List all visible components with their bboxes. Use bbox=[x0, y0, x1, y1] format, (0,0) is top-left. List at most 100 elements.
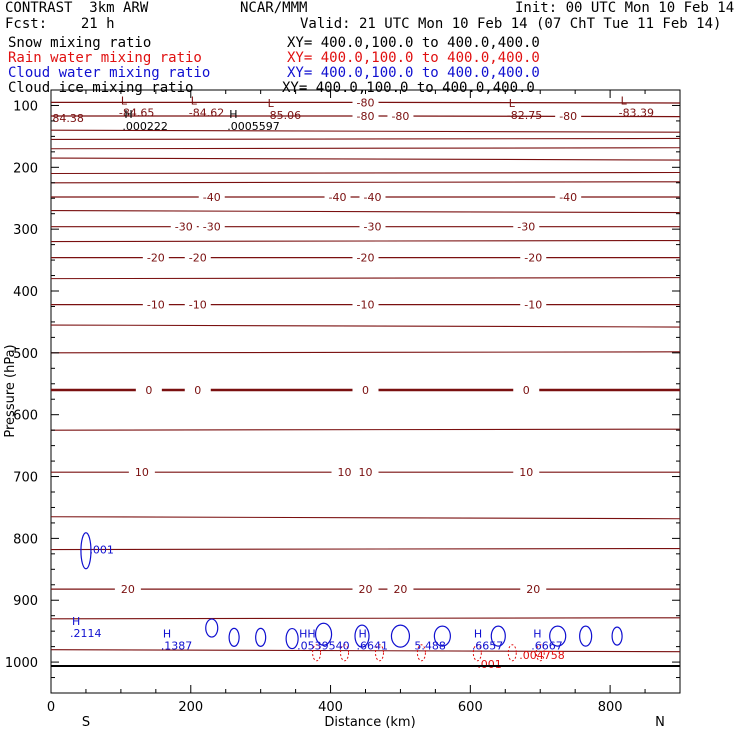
contour-label-bg bbox=[555, 108, 582, 122]
extremum-marker: H bbox=[163, 628, 171, 641]
contour-label: 0 bbox=[523, 384, 530, 397]
contour-line bbox=[50, 277, 681, 280]
field-rain-xy: XY= 400.0,100.0 to 400.0,400.0 bbox=[287, 50, 540, 66]
contour-label: -80 bbox=[559, 110, 577, 123]
contour-label-bg bbox=[184, 382, 211, 396]
x-tick-label: 400 bbox=[318, 700, 343, 715]
contour-label-bg bbox=[324, 189, 351, 203]
cloud-water-contour bbox=[205, 618, 219, 638]
contour-label: -10 bbox=[189, 299, 207, 312]
contour-label-bg bbox=[352, 95, 379, 109]
contour-line bbox=[50, 181, 681, 184]
contour-label-bg bbox=[513, 382, 540, 396]
extremum-value: .1387 bbox=[161, 640, 193, 653]
cloud-water-contour bbox=[579, 625, 593, 647]
contour-label-bg bbox=[555, 189, 582, 203]
y-tick-label: 400 bbox=[13, 285, 38, 300]
contour-label: 10 bbox=[338, 466, 352, 479]
y-tick-label: 600 bbox=[13, 409, 38, 424]
contour-label: 20 bbox=[526, 583, 540, 596]
x-tick-label: 0 bbox=[47, 700, 55, 715]
contour-label: -30 bbox=[203, 221, 221, 234]
extremum-value: -83.39 bbox=[619, 106, 654, 119]
contour-line bbox=[50, 171, 681, 175]
contour-label: 20 bbox=[121, 583, 135, 596]
contour-label-bg bbox=[359, 189, 386, 203]
contour-label-bg bbox=[359, 219, 386, 233]
contour-label-bg bbox=[114, 582, 141, 596]
extremum-value: .6641 bbox=[357, 640, 389, 653]
y-tick-label: 800 bbox=[13, 532, 38, 547]
contour-label-bg bbox=[520, 297, 547, 311]
extremum-value: .0539540 bbox=[297, 640, 350, 653]
contour-label-bg bbox=[128, 465, 155, 479]
contour-label: -20 bbox=[147, 252, 165, 265]
extremum-marker: HH bbox=[299, 628, 316, 641]
field-cloudice-name: Cloud ice mixing ratio bbox=[8, 80, 194, 96]
field-snow-name: Snow mixing ratio bbox=[8, 35, 152, 51]
contour-line bbox=[50, 147, 681, 150]
y-tick-label: 1000 bbox=[5, 656, 38, 671]
cloud-water-contour bbox=[314, 622, 333, 646]
contour-label: 10 bbox=[135, 466, 149, 479]
contour-label: -20 bbox=[357, 252, 375, 265]
contour-label: 0 bbox=[362, 384, 369, 397]
y-tick-label: 100 bbox=[13, 99, 38, 114]
contour-label: -20 bbox=[189, 252, 207, 265]
contour-label: -80 bbox=[391, 110, 409, 123]
extremum-value: -85.06 bbox=[266, 109, 301, 122]
extrema-labels: L-84.65L-84.62L-85.06L-82.75L-83.3984.38… bbox=[52, 94, 654, 671]
x-axis-end-label: N bbox=[655, 715, 665, 730]
x-tick-label: 800 bbox=[598, 700, 623, 715]
y-tick-label: 700 bbox=[13, 471, 38, 486]
contour-line bbox=[50, 649, 681, 653]
field-snow-xy: XY= 400.0,100.0 to 400.0,400.0 bbox=[287, 35, 540, 51]
y-tick-label: 900 bbox=[13, 594, 38, 609]
cloud-water-contour bbox=[611, 626, 623, 646]
rain-water-contour bbox=[507, 644, 517, 662]
contour-line bbox=[50, 351, 681, 354]
contour-label: -80 bbox=[357, 96, 375, 109]
contour-line bbox=[50, 239, 681, 243]
contour-label-bg bbox=[142, 297, 169, 311]
contour-line bbox=[50, 617, 681, 620]
x-axis: 0 200 400 600 800 bbox=[47, 90, 646, 715]
extremum-marker: L bbox=[509, 97, 516, 110]
contour-label-bg bbox=[352, 108, 379, 122]
extremum-marker: H bbox=[474, 628, 482, 641]
extremum-value: 5.488 bbox=[414, 640, 446, 653]
contour-line bbox=[50, 324, 681, 328]
extremum-value: .0005597 bbox=[227, 120, 280, 133]
rain-water-contour bbox=[416, 644, 426, 662]
contour-label-bg bbox=[170, 219, 197, 233]
x-tick-label: 200 bbox=[178, 700, 203, 715]
contour-label: -30 bbox=[175, 221, 193, 234]
extremum-value: .001 bbox=[89, 544, 114, 557]
field-cloudwater-xy: XY= 400.0,100.0 to 400.0,400.0 bbox=[287, 65, 540, 81]
extremum-value: .001 bbox=[477, 658, 502, 671]
contour-line bbox=[50, 547, 681, 551]
y-tick-label: 300 bbox=[13, 223, 38, 238]
contour-label: -30 bbox=[517, 221, 535, 234]
contour-label-bg bbox=[352, 250, 379, 264]
contour-label: -40 bbox=[329, 191, 347, 204]
cloud-water-contour bbox=[228, 627, 240, 647]
y-tick-label: 500 bbox=[13, 347, 38, 362]
valid-time: Valid: 21 UTC Mon 10 Feb 14 (07 ChT Tue … bbox=[300, 16, 722, 32]
contour-label-bg bbox=[520, 250, 547, 264]
contour-line bbox=[50, 129, 681, 133]
contour-label: -40 bbox=[364, 191, 382, 204]
cloud-water-contours bbox=[80, 532, 623, 662]
cloud-water-contour bbox=[354, 624, 370, 648]
temperature-contours: -80-80 -80 -80-40 -40 -40 -40-30 -30 -30 -30-20-… bbox=[50, 95, 681, 653]
contour-label: 0 bbox=[145, 384, 152, 397]
contour-label: -20 bbox=[524, 252, 542, 265]
contour-label-bg bbox=[184, 250, 211, 264]
cloud-water-contour bbox=[285, 627, 299, 650]
contour-label: 0 bbox=[194, 384, 201, 397]
contour-label-bg bbox=[142, 250, 169, 264]
field-cloudwater-name: Cloud water mixing ratio bbox=[8, 65, 211, 81]
cloud-water-contour bbox=[255, 627, 267, 647]
